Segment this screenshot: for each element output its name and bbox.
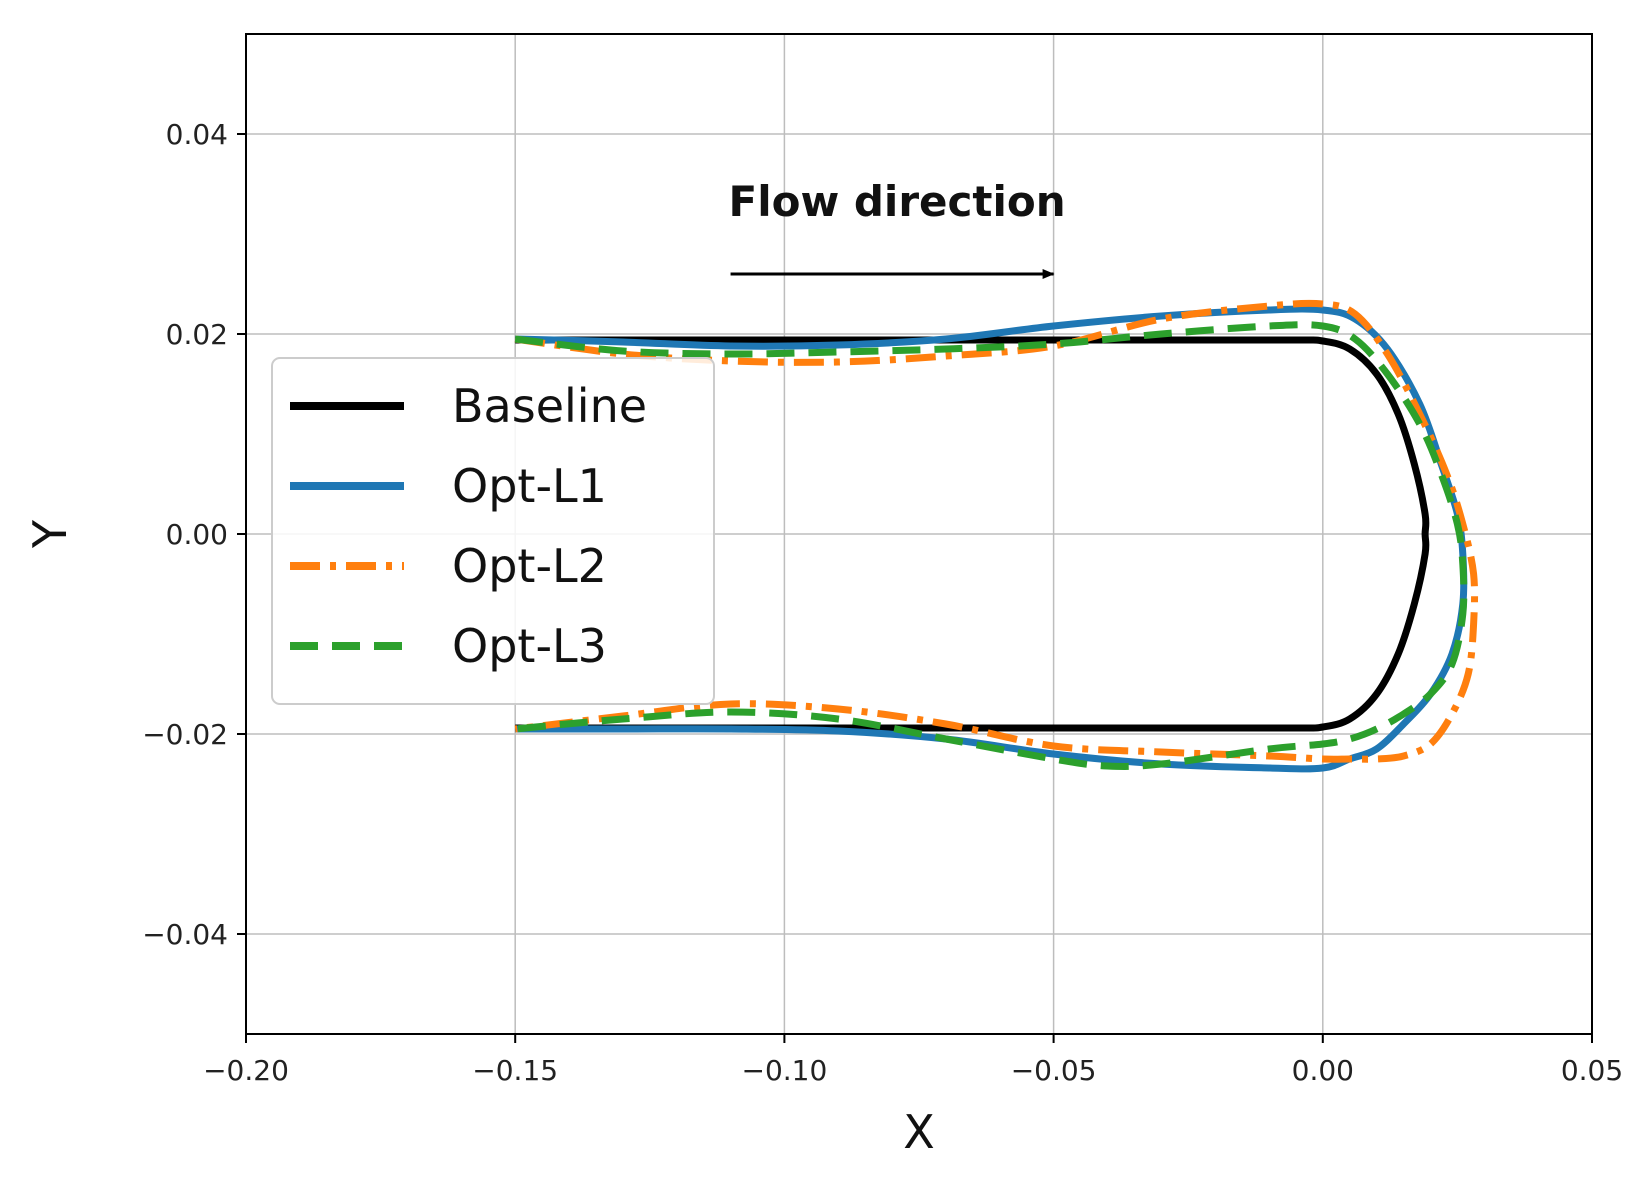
series-line-opt-l2 bbox=[514, 299, 1479, 763]
legend-label-opt-l3: Opt-L3 bbox=[452, 619, 607, 673]
legend-label-opt-l2: Opt-L2 bbox=[452, 539, 607, 593]
flow-direction-annotation: Flow direction bbox=[729, 177, 1066, 279]
x-tick-label: −0.15 bbox=[472, 1054, 558, 1087]
x-tick-label: 0.05 bbox=[1561, 1054, 1623, 1087]
y-tick-label: 0.00 bbox=[166, 518, 228, 551]
series-line-baseline bbox=[515, 336, 1430, 732]
axis-ticks: −0.20 −0.15 −0.10 −0.05 0.00 0.05 −0.04 −0.02 0.… bbox=[142, 118, 1623, 1087]
x-tick-label: −0.05 bbox=[1011, 1054, 1097, 1087]
x-tick-label: −0.10 bbox=[741, 1054, 827, 1087]
flow-direction-label: Flow direction bbox=[729, 177, 1066, 226]
series-lines bbox=[514, 299, 1479, 773]
legend-label-baseline: Baseline bbox=[452, 379, 647, 433]
y-tick-label: 0.04 bbox=[166, 118, 228, 151]
y-tick-label: −0.04 bbox=[142, 918, 228, 951]
series-line-opt-l3 bbox=[514, 321, 1468, 770]
x-axis-label: X bbox=[903, 1105, 935, 1159]
legend: Baseline Opt-L1 Opt-L2 Opt-L3 bbox=[271, 357, 715, 705]
y-tick-label: −0.02 bbox=[142, 718, 228, 751]
x-tick-label: −0.20 bbox=[203, 1054, 289, 1087]
y-axis-label: Y bbox=[23, 519, 77, 549]
y-tick-label: 0.02 bbox=[166, 318, 228, 351]
legend-box bbox=[271, 357, 715, 705]
legend-label-opt-l1: Opt-L1 bbox=[452, 459, 607, 513]
x-tick-label: 0.00 bbox=[1292, 1054, 1354, 1087]
